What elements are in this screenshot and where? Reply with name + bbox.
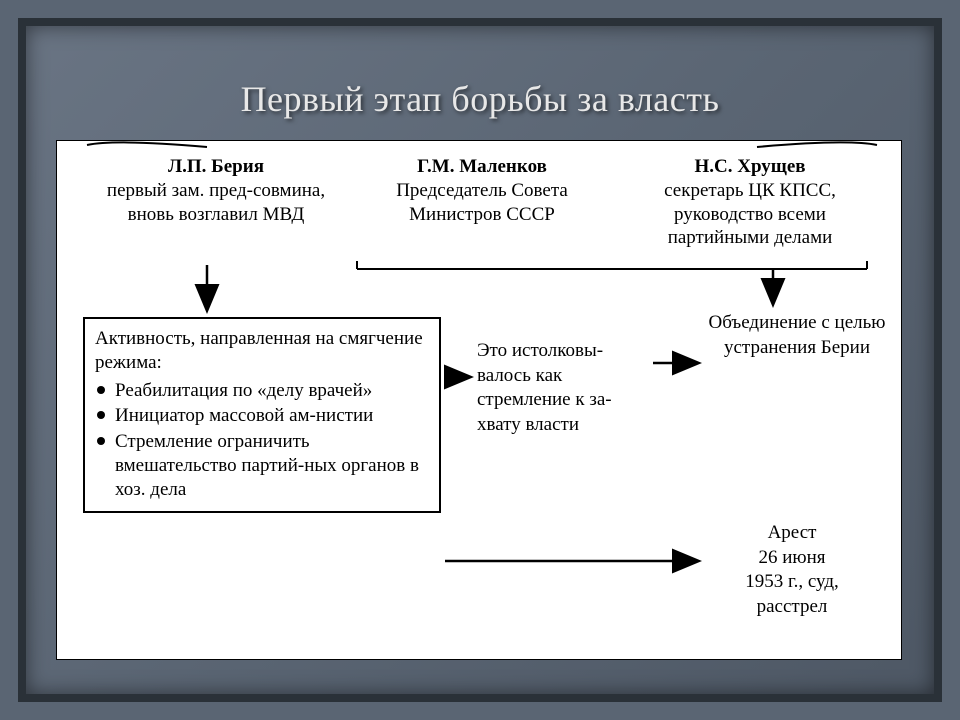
figure-malenkov: Г.М. Маленков Председатель Совета Минист…: [357, 155, 607, 226]
unite-goal-text: Объединение с целью устранения Берии: [707, 311, 887, 360]
interpretation-text: Это истолковы-валось как стремление к за…: [477, 339, 651, 438]
diagram-panel: Л.П. Берия первый зам. пред-совмина, вно…: [56, 140, 902, 660]
figure-malenkov-name: Г.М. Маленков: [417, 156, 547, 177]
activity-list: Реабилитация по «делу врачей» Инициатор …: [95, 379, 429, 502]
figure-beria-name: Л.П. Берия: [168, 156, 264, 177]
slide-title: Первый этап борьбы за власть: [0, 78, 960, 120]
figure-malenkov-role: Председатель Совета Министров СССР: [396, 180, 568, 225]
activity-item: Инициатор массовой ам-нистии: [95, 404, 429, 428]
figure-beria: Л.П. Берия первый зам. пред-совмина, вно…: [91, 155, 341, 226]
activity-box: Активность, направленная на смягчение ре…: [83, 317, 441, 513]
activity-item: Реабилитация по «делу врачей»: [95, 379, 429, 403]
figure-khrushchev-name: Н.С. Хрущев: [694, 156, 805, 177]
activity-item: Стремление ограничить вмешательство парт…: [95, 430, 429, 501]
figure-khrushchev: Н.С. Хрущев секретарь ЦК КПСС, руководст…: [625, 155, 875, 250]
figure-beria-role: первый зам. пред-совмина, вновь возглави…: [107, 180, 325, 225]
arrest-text: Арест26 июня1953 г., суд,расстрел: [707, 521, 877, 620]
figure-khrushchev-role: секретарь ЦК КПСС, руководство всеми пар…: [664, 180, 836, 249]
activity-lead: Активность, направленная на смягчение ре…: [95, 327, 429, 375]
